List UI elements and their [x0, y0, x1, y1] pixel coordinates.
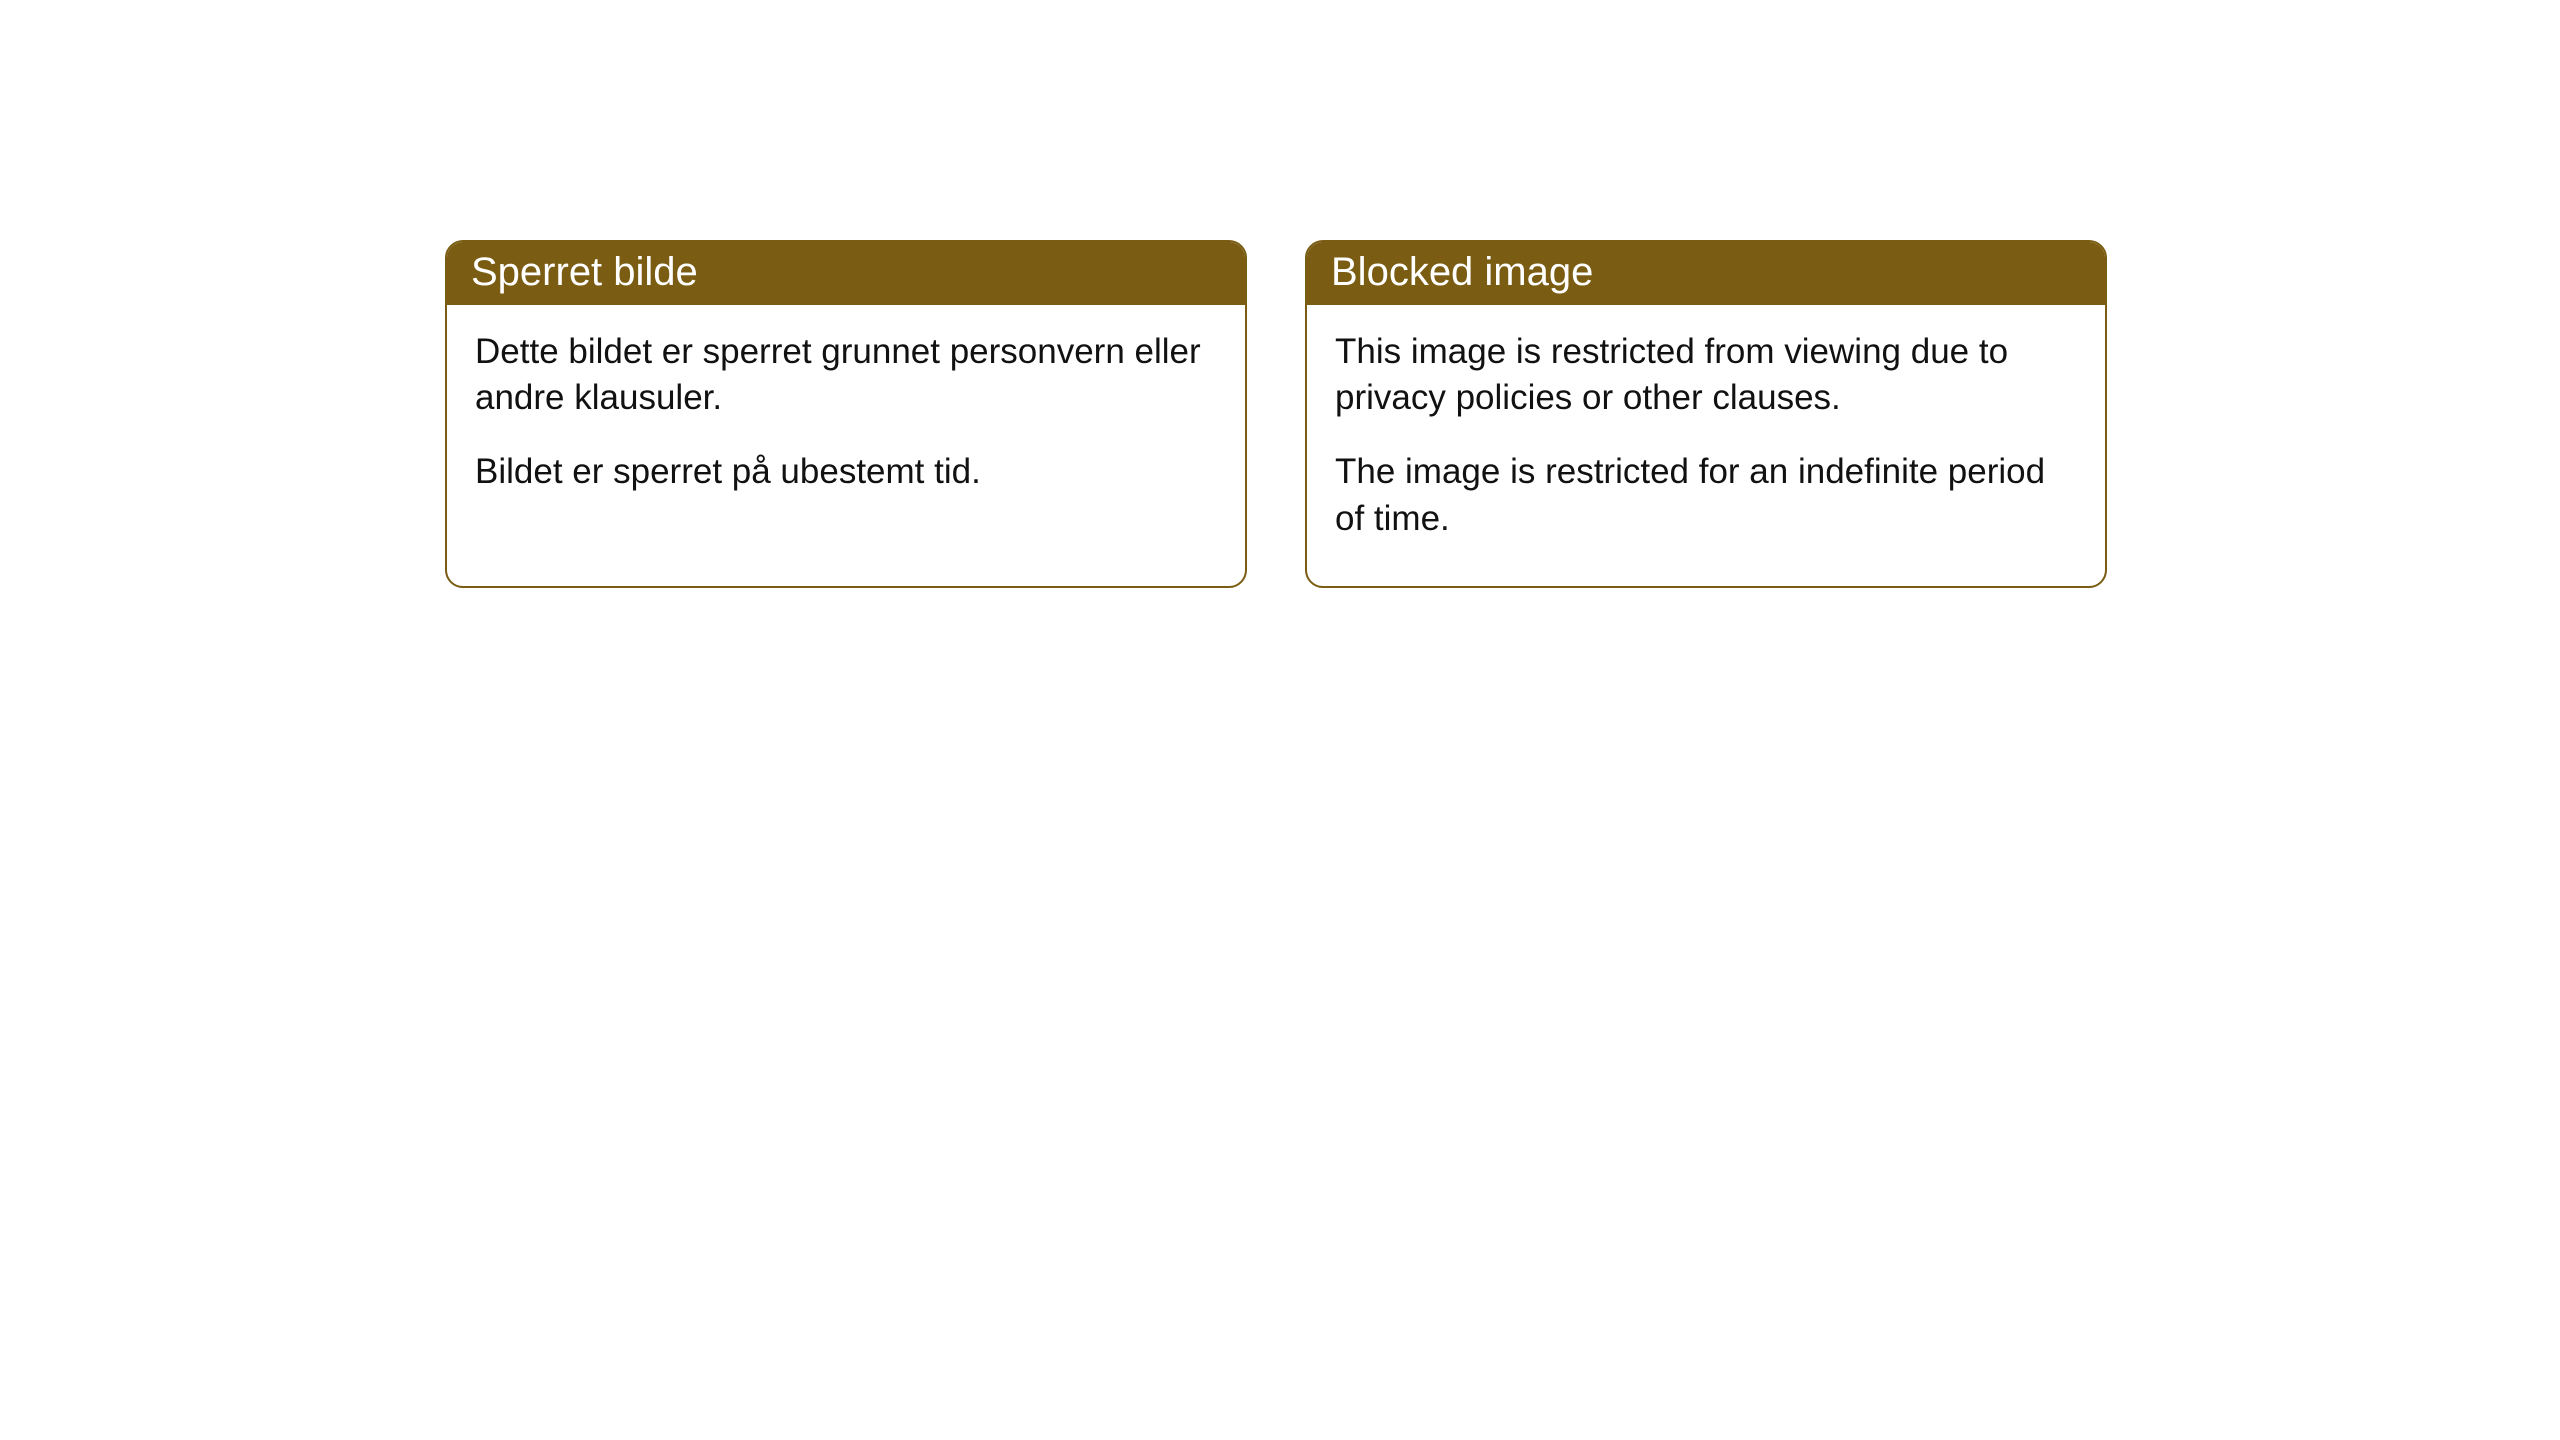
card-paragraph: Bildet er sperret på ubestemt tid.	[475, 449, 1217, 495]
notice-card-norwegian: Sperret bilde Dette bildet er sperret gr…	[445, 240, 1247, 588]
card-header: Blocked image	[1307, 242, 2105, 305]
card-body: This image is restricted from viewing du…	[1307, 305, 2105, 586]
card-paragraph: The image is restricted for an indefinit…	[1335, 449, 2077, 541]
notice-card-english: Blocked image This image is restricted f…	[1305, 240, 2107, 588]
card-paragraph: Dette bildet er sperret grunnet personve…	[475, 329, 1217, 421]
card-title: Blocked image	[1331, 250, 1593, 294]
card-body: Dette bildet er sperret grunnet personve…	[447, 305, 1245, 540]
notice-cards-container: Sperret bilde Dette bildet er sperret gr…	[445, 240, 2560, 588]
card-header: Sperret bilde	[447, 242, 1245, 305]
card-paragraph: This image is restricted from viewing du…	[1335, 329, 2077, 421]
card-title: Sperret bilde	[471, 250, 698, 294]
